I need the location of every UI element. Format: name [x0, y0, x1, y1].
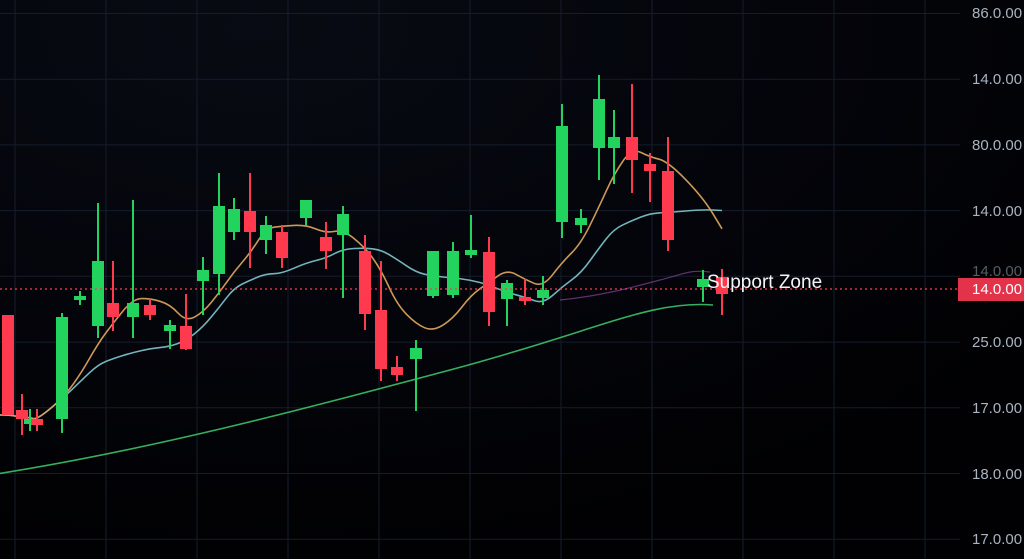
svg-text:14.0.00: 14.0.00: [972, 263, 1022, 280]
svg-text:17.0.00: 17.0.00: [972, 400, 1022, 417]
svg-text:18.0.00: 18.0.00: [972, 466, 1022, 483]
svg-text:14.0.00: 14.0.00: [972, 281, 1022, 298]
svg-text:17.0.00: 17.0.00: [972, 531, 1022, 548]
svg-text:Support Zone: Support Zone: [707, 272, 822, 293]
svg-text:14.0.00: 14.0.00: [972, 203, 1022, 220]
svg-text:80.0.00: 80.0.00: [972, 137, 1022, 154]
svg-text:86.0.00: 86.0.00: [972, 5, 1022, 22]
svg-text:25.0.00: 25.0.00: [972, 334, 1022, 351]
svg-text:14.0.00: 14.0.00: [972, 71, 1022, 88]
